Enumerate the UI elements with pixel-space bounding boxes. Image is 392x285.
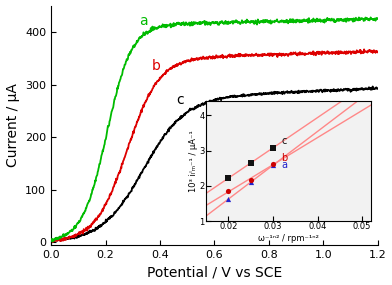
Text: b: b bbox=[152, 59, 161, 73]
Text: c: c bbox=[176, 93, 184, 107]
Y-axis label: Current / μA: Current / μA bbox=[5, 83, 20, 167]
Text: a: a bbox=[140, 14, 148, 28]
X-axis label: Potential / V vs SCE: Potential / V vs SCE bbox=[147, 265, 282, 280]
